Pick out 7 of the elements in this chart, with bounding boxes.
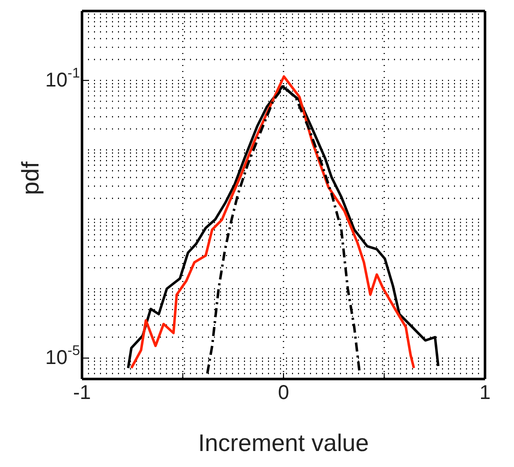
x-axis-title: Increment value (198, 430, 369, 457)
y-tick-label: 10$^{-1}$ (45, 64, 80, 92)
y-axis-title: pdf (18, 161, 45, 195)
y-tick-label: 10$^{-5}$ (45, 342, 80, 370)
x-tick-label: 0 (278, 382, 290, 404)
x-tick-label: -1 (73, 382, 91, 404)
x-tick-label: 1 (479, 382, 491, 404)
